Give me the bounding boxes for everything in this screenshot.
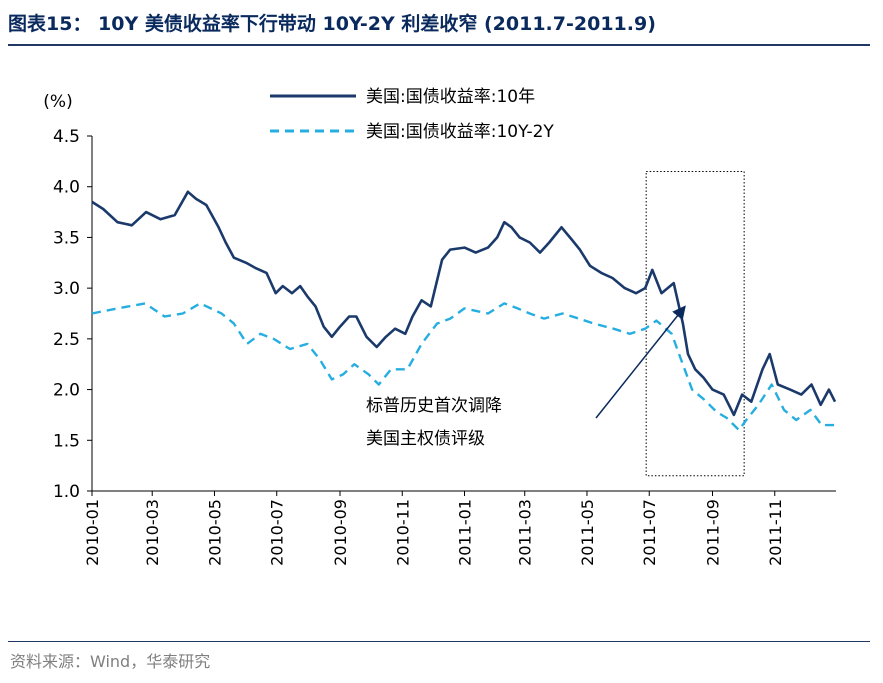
x-tick-label: 2010-05: [205, 499, 224, 566]
x-tick-label: 2011-03: [516, 499, 535, 566]
x-tick-label: 2010-09: [331, 499, 350, 566]
x-tick-label: 2011-07: [640, 499, 659, 566]
series-10y-yield: [91, 190, 837, 417]
annotation-line-2: 美国主权债评级: [366, 429, 485, 449]
x-tick-label: 2010-07: [268, 499, 287, 566]
y-tick-label: 1.5: [53, 431, 80, 451]
x-tick-label: 2011-09: [704, 499, 723, 566]
highlight-window: [645, 171, 745, 477]
source-note: 资料来源：Wind，华泰研究: [10, 652, 211, 671]
y-tick-label: 4.0: [53, 178, 80, 198]
x-tick-label: 2011-05: [578, 499, 597, 566]
x-tick-label: 2010-01: [83, 499, 102, 566]
x-tick-label: 2011-01: [456, 499, 475, 566]
chart-title: 图表15： 10Y 美债收益率下行带动 10Y-2Y 利差收窄 (2011.7-…: [8, 13, 656, 35]
x-tick-label: 2011-11: [766, 499, 785, 566]
x-tick-label: 2010-03: [143, 499, 162, 566]
y-tick-label: 4.5: [53, 127, 80, 147]
highlight-box: [645, 171, 745, 477]
legend-spread-label: 美国:国债收益率:10Y-2Y: [366, 122, 554, 142]
y-tick-label: 2.0: [53, 381, 80, 401]
y-tick-label: 2.5: [53, 330, 80, 350]
series-spread-10y-2y: [91, 302, 835, 432]
x-tick-label: 2010-11: [393, 499, 412, 566]
y-tick-label: 1.0: [53, 482, 80, 502]
series-lines: [91, 190, 837, 432]
y-tick-label: 3.0: [53, 279, 80, 299]
axes: 1.0 1.5 2.0 2.5 3.0 3.5 4.0 4.5 2010-01 2010-03 20…: [53, 127, 836, 566]
legend-10y-label: 美国:国债收益率:10年: [366, 87, 535, 107]
annotation-line-1: 标普历史首次调降: [366, 396, 502, 416]
y-axis-unit-label: (%): [43, 92, 72, 112]
annotation: 标普历史首次调降 美国主权债评级: [366, 305, 686, 449]
title-divider: [8, 44, 870, 46]
annotation-arrow: [595, 305, 686, 419]
y-tick-label: 3.5: [53, 228, 80, 248]
source-divider: [8, 641, 870, 642]
